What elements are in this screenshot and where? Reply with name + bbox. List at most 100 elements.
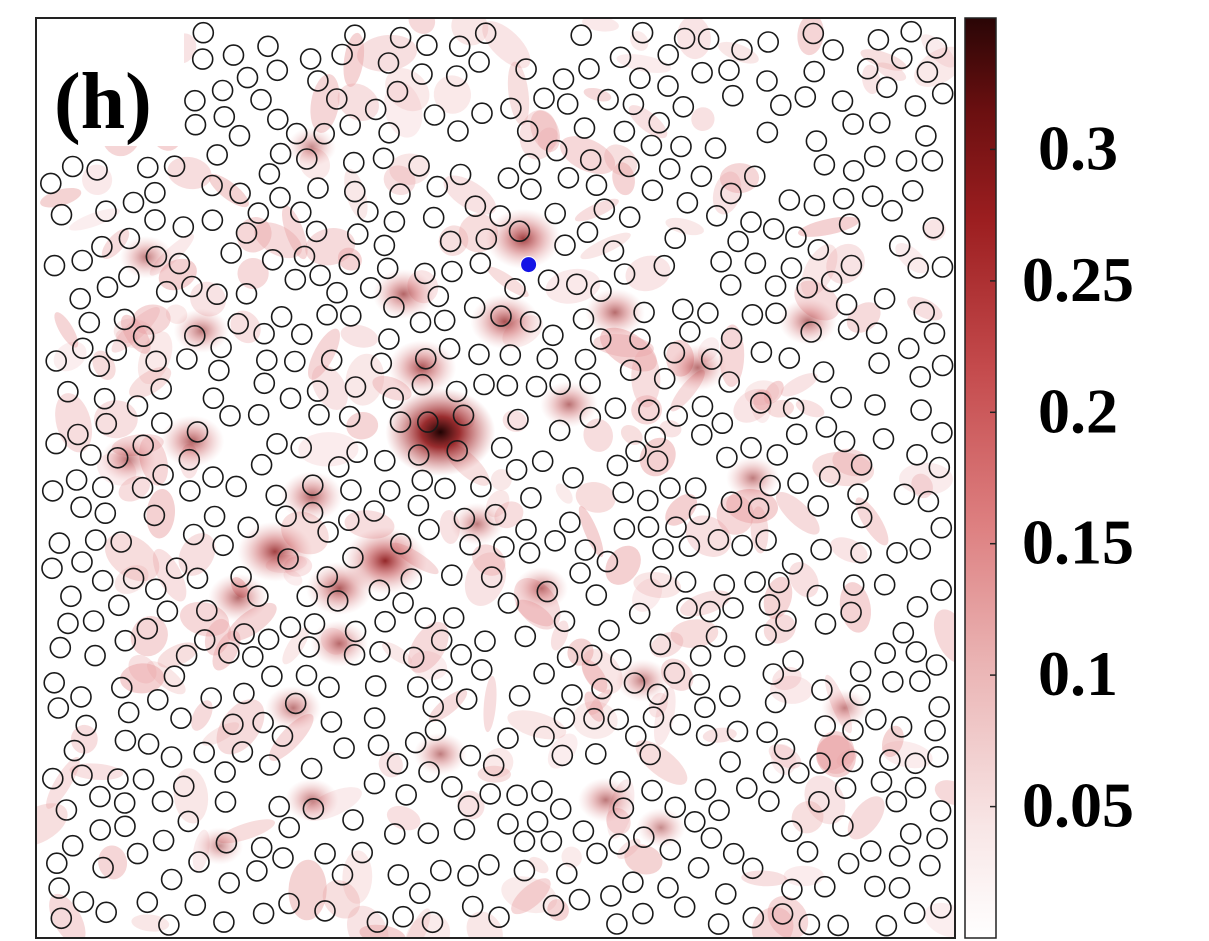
- scatterer: [868, 112, 891, 134]
- scatterer: [505, 458, 528, 481]
- field-speckle: [726, 488, 779, 524]
- scatterer: [867, 28, 890, 51]
- field-peak: [287, 127, 337, 167]
- scatterer: [520, 178, 542, 200]
- scatterer: [453, 507, 476, 530]
- scatterer: [57, 380, 79, 403]
- scatterer: [57, 612, 79, 635]
- scatterer: [928, 696, 951, 718]
- scatterer: [879, 749, 901, 771]
- scatterer: [676, 597, 698, 620]
- scatterer: [363, 500, 385, 522]
- scatterer: [448, 35, 471, 58]
- scatterer: [689, 644, 712, 667]
- scatterer: [418, 518, 440, 541]
- field-peak: [726, 456, 780, 500]
- field-speckle: [237, 257, 269, 290]
- scatterer: [556, 646, 579, 669]
- scatterer: [478, 853, 500, 876]
- scatterer: [61, 834, 84, 857]
- field-speckle: [346, 411, 379, 440]
- scatterer: [781, 552, 804, 575]
- scatterer: [261, 248, 284, 271]
- scatterer: [43, 671, 66, 694]
- scatterer: [308, 403, 330, 426]
- scatterer: [439, 230, 462, 253]
- scatterer: [927, 745, 949, 768]
- scatterer: [874, 642, 897, 665]
- scatterer: [279, 387, 302, 410]
- scatterer: [514, 625, 537, 648]
- scatterer: [338, 253, 361, 276]
- scatterer: [247, 202, 270, 224]
- scatterer: [888, 845, 911, 867]
- scatterer: [184, 89, 206, 112]
- scatterer: [653, 367, 676, 390]
- scatterer: [708, 799, 730, 822]
- scatterer: [585, 584, 608, 606]
- scatterer: [931, 256, 954, 278]
- scatterer: [909, 670, 931, 693]
- scatterer: [657, 75, 679, 97]
- scatterer: [810, 538, 832, 561]
- scatterer: [136, 891, 159, 914]
- scatterer: [210, 336, 232, 359]
- field-peak: [615, 659, 670, 702]
- scatterer: [344, 620, 367, 643]
- scatterer: [91, 235, 113, 258]
- field-speckle: [881, 725, 904, 758]
- scatterer: [202, 466, 224, 488]
- scatterer: [613, 263, 636, 285]
- scatterer: [756, 721, 778, 744]
- scatterer: [84, 529, 107, 551]
- scatterer: [173, 775, 195, 798]
- scatterer: [785, 423, 808, 446]
- scatterer: [537, 269, 560, 292]
- scatterer: [602, 240, 625, 262]
- field-speckle: [567, 638, 594, 666]
- scatterer: [84, 644, 106, 667]
- scatterer: [177, 810, 200, 833]
- scatterer: [613, 120, 636, 143]
- scatterer: [126, 842, 149, 865]
- scatterer: [137, 156, 159, 179]
- scatterer: [392, 905, 414, 928]
- scatterer: [373, 234, 396, 257]
- scatterer: [814, 613, 837, 635]
- scatterer: [387, 864, 410, 886]
- scatterer: [806, 584, 829, 607]
- scatterer: [108, 594, 130, 617]
- scatterer: [489, 205, 511, 227]
- scatterer: [705, 205, 728, 227]
- scatterer: [50, 907, 73, 930]
- scatterer: [808, 790, 830, 813]
- scatterer: [144, 181, 166, 204]
- scatterer: [885, 790, 908, 813]
- scatterer: [71, 551, 93, 573]
- scatterer: [574, 348, 597, 371]
- scatterer: [710, 250, 732, 273]
- scatterer: [704, 137, 727, 159]
- scatterer: [457, 864, 479, 887]
- scatterer: [782, 650, 804, 672]
- scatterer: [441, 775, 463, 798]
- scatterer: [536, 580, 559, 603]
- scatterer: [589, 328, 612, 350]
- field-speckle: [605, 545, 641, 585]
- scatterer: [676, 192, 699, 214]
- scatterer: [331, 863, 354, 886]
- scatterer: [606, 454, 629, 477]
- scatterer: [382, 387, 405, 409]
- scatterer: [132, 434, 154, 457]
- scatterer: [640, 134, 663, 157]
- scatterer: [427, 285, 450, 308]
- scatterer: [225, 475, 247, 498]
- scatterer: [613, 518, 636, 540]
- scatterer: [814, 715, 837, 737]
- field-speckle: [798, 216, 860, 237]
- scatterer: [805, 130, 828, 152]
- scatterer: [850, 541, 872, 564]
- field-speckle: [924, 902, 955, 938]
- scatterer: [815, 416, 838, 438]
- field-speckle: [620, 425, 643, 445]
